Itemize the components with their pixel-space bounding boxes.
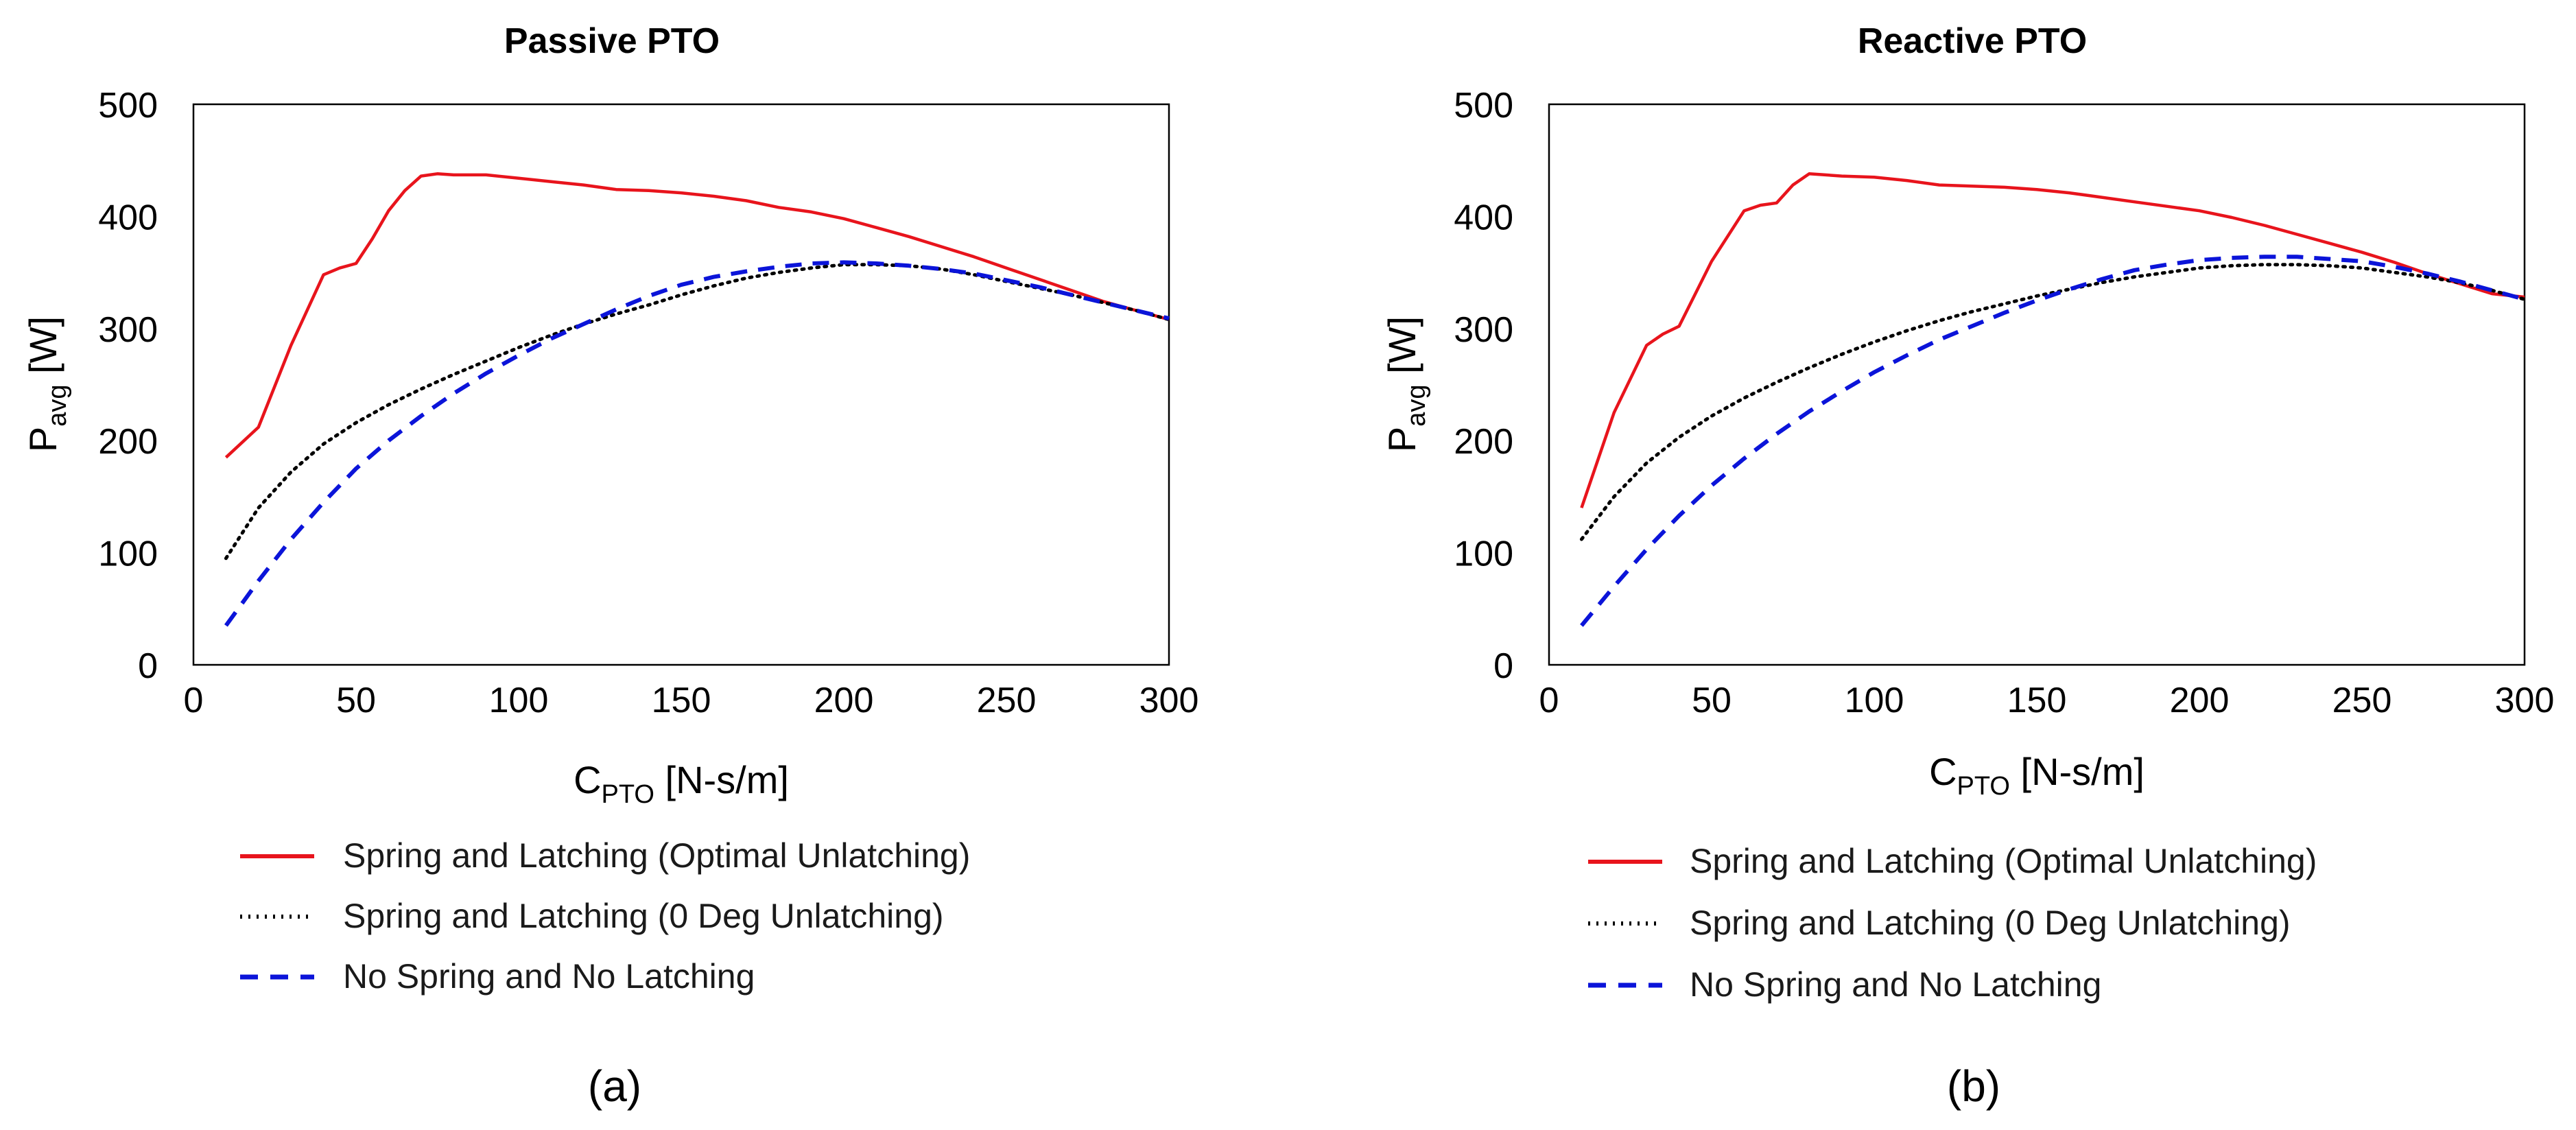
x-tick-label: 0 xyxy=(1539,681,1559,720)
y-tick-labels: 0 100 200 300 400 500 xyxy=(98,86,158,686)
x-tick-label: 150 xyxy=(652,681,711,720)
x-axis-label-sub: PTO xyxy=(602,780,654,809)
x-tick-label: 300 xyxy=(2495,681,2555,720)
x-tick-label: 150 xyxy=(2007,681,2067,720)
x-axis-label-unit: [N-s/m] xyxy=(654,758,789,801)
y-axis-label-main: P xyxy=(1380,427,1423,452)
legend-label-optimal-unlatching: Spring and Latching (Optimal Unlatching) xyxy=(343,836,970,875)
x-tick-label: 50 xyxy=(1692,681,1732,720)
y-axis-label-unit: [W] xyxy=(1380,316,1423,385)
x-tick-label: 250 xyxy=(977,681,1037,720)
series-lines xyxy=(224,172,1171,627)
panel-reactive-pto: Reactive PTO 0 100 200 300 400 500 0 50 100 150 2… xyxy=(1380,21,2554,1111)
x-tick-label: 100 xyxy=(1845,681,1904,720)
y-axis-label-sub: avg xyxy=(43,384,72,426)
y-axis-label: Pavg [W] xyxy=(1380,316,1431,452)
legend-label-0-deg-unlatching: Spring and Latching (0 Deg Unlatching) xyxy=(343,897,944,935)
y-axis-label-main: P xyxy=(21,427,64,452)
y-tick-label: 500 xyxy=(1454,86,1513,126)
x-tick-label: 250 xyxy=(2332,681,2392,720)
series-line-spring-and-latching-optimal-unlatching xyxy=(1580,172,2525,508)
panel-label: (a) xyxy=(588,1061,641,1111)
legend-label-no-spring-no-latching: No Spring and No Latching xyxy=(1690,965,2101,1004)
legend-label-optimal-unlatching: Spring and Latching (Optimal Unlatching) xyxy=(1690,842,2317,880)
y-tick-label: 0 xyxy=(1493,646,1513,686)
chart-title: Passive PTO xyxy=(504,21,720,61)
y-tick-label: 100 xyxy=(1454,534,1513,574)
x-tick-label: 300 xyxy=(1139,681,1199,720)
plot-area-frame xyxy=(192,103,1170,666)
series-line-spring-and-latching-optimal-unlatching xyxy=(224,172,1170,459)
x-axis-label-main: C xyxy=(574,758,601,801)
plot-area-frame xyxy=(1548,103,2526,666)
legend: Spring and Latching (Optimal Unlatching)… xyxy=(1588,842,2317,1004)
y-tick-label: 100 xyxy=(98,534,158,574)
y-tick-label: 300 xyxy=(1454,310,1513,350)
x-axis-label: CPTO [N-s/m] xyxy=(574,758,789,809)
x-tick-labels: 0 50 100 150 200 250 300 xyxy=(1539,681,2555,720)
y-axis-label-unit: [W] xyxy=(21,316,64,385)
series-lines xyxy=(1579,172,2527,627)
panel-passive-pto: Passive PTO 0 100 200 300 400 500 0 50 100 150 20… xyxy=(21,21,1198,1111)
legend-label-no-spring-no-latching: No Spring and No Latching xyxy=(343,957,755,996)
x-axis-label-main: C xyxy=(1929,750,1957,793)
y-tick-label: 400 xyxy=(98,198,158,237)
y-tick-label: 0 xyxy=(138,646,158,686)
x-axis-label-unit: [N-s/m] xyxy=(2010,750,2144,793)
x-axis-label-sub: PTO xyxy=(1957,772,2010,801)
legend-label-0-deg-unlatching: Spring and Latching (0 Deg Unlatching) xyxy=(1690,904,2291,942)
series-line-no-spring-and-no-latching xyxy=(1580,255,2525,627)
y-axis-label-sub: avg xyxy=(1402,384,1431,426)
series-line-spring-and-latching-0-deg-unlatching xyxy=(1579,263,2527,541)
y-tick-label: 200 xyxy=(98,422,158,462)
y-tick-labels: 0 100 200 300 400 500 xyxy=(1454,86,1513,686)
x-tick-labels: 0 50 100 150 200 250 300 xyxy=(184,681,1199,720)
y-tick-label: 500 xyxy=(98,86,158,126)
panel-label: (b) xyxy=(1947,1061,2000,1111)
y-tick-label: 200 xyxy=(1454,422,1513,462)
x-tick-label: 100 xyxy=(489,681,549,720)
x-tick-label: 0 xyxy=(184,681,204,720)
x-tick-label: 50 xyxy=(336,681,376,720)
x-tick-label: 200 xyxy=(2170,681,2230,720)
y-tick-label: 400 xyxy=(1454,198,1513,237)
series-line-no-spring-and-no-latching xyxy=(224,260,1170,627)
legend: Spring and Latching (Optimal Unlatching)… xyxy=(240,836,970,996)
y-axis-label: Pavg [W] xyxy=(21,316,72,452)
chart-title: Reactive PTO xyxy=(1858,21,2087,61)
x-tick-label: 200 xyxy=(814,681,874,720)
x-axis-label: CPTO [N-s/m] xyxy=(1929,750,2144,801)
y-tick-label: 300 xyxy=(98,310,158,350)
